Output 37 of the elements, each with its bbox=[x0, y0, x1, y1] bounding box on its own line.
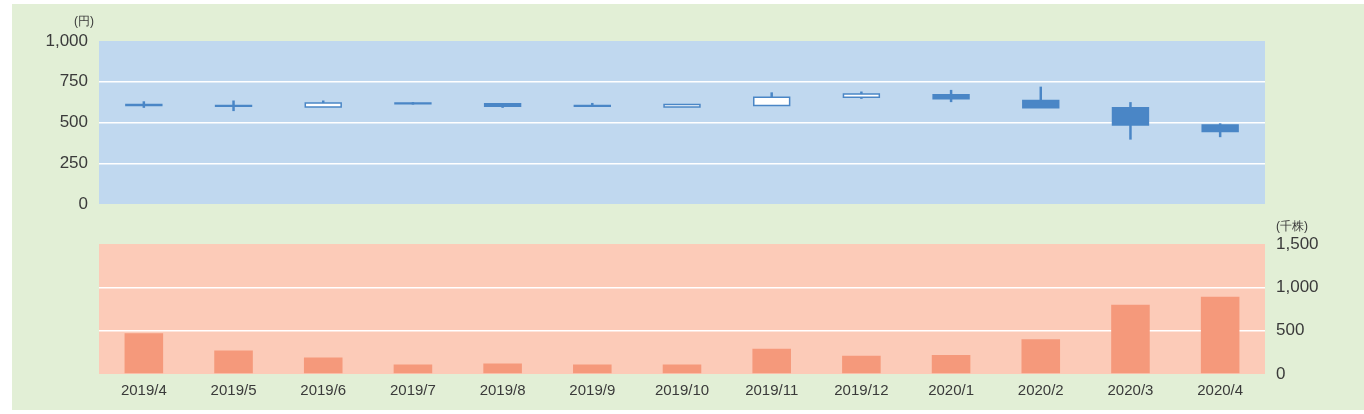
bar bbox=[1021, 339, 1061, 374]
y-tick-label: 250 bbox=[59, 152, 88, 172]
x-tick-label: 2019/5 bbox=[210, 381, 257, 399]
bar bbox=[483, 363, 522, 374]
y2-tick-label: 500 bbox=[1276, 320, 1305, 340]
x-tick-label: 2020/2 bbox=[1017, 381, 1064, 399]
y2-axis-title: (千株) bbox=[1276, 219, 1308, 234]
bar bbox=[303, 357, 343, 374]
x-tick-label: 2019/11 bbox=[745, 381, 799, 399]
y-tick-label: 500 bbox=[59, 112, 88, 132]
y-tick-label: 1,000 bbox=[45, 30, 88, 50]
bar bbox=[842, 355, 881, 374]
y-tick-label: 0 bbox=[78, 193, 88, 213]
y2-tick-label: 1,000 bbox=[1276, 277, 1319, 297]
bar bbox=[752, 348, 791, 374]
y2-tick-label: 1,500 bbox=[1276, 233, 1319, 253]
x-tick-label: 2019/4 bbox=[120, 381, 167, 399]
y-axis-title: (円) bbox=[74, 14, 94, 29]
x-tick-label: 2020/4 bbox=[1197, 381, 1244, 399]
x-tick-label: 2019/8 bbox=[479, 381, 526, 399]
y-tick-label: 750 bbox=[59, 71, 88, 91]
x-tick-label: 2019/6 bbox=[300, 381, 347, 399]
x-tick-label: 2020/1 bbox=[928, 381, 975, 399]
bar bbox=[931, 354, 971, 374]
bar bbox=[124, 333, 164, 374]
x-tick-label: 2019/9 bbox=[569, 381, 616, 399]
bar bbox=[573, 364, 612, 374]
x-tick-label: 2019/7 bbox=[389, 381, 436, 399]
x-tick-label: 2019/12 bbox=[834, 381, 889, 399]
bar bbox=[662, 364, 702, 374]
bar bbox=[393, 364, 433, 374]
x-tick-label: 2019/10 bbox=[654, 381, 710, 399]
bar bbox=[1111, 304, 1150, 374]
bar bbox=[1200, 296, 1240, 374]
y2-tick-label: 0 bbox=[1276, 363, 1286, 383]
bar bbox=[214, 350, 253, 374]
x-tick-label: 2020/3 bbox=[1107, 381, 1154, 399]
